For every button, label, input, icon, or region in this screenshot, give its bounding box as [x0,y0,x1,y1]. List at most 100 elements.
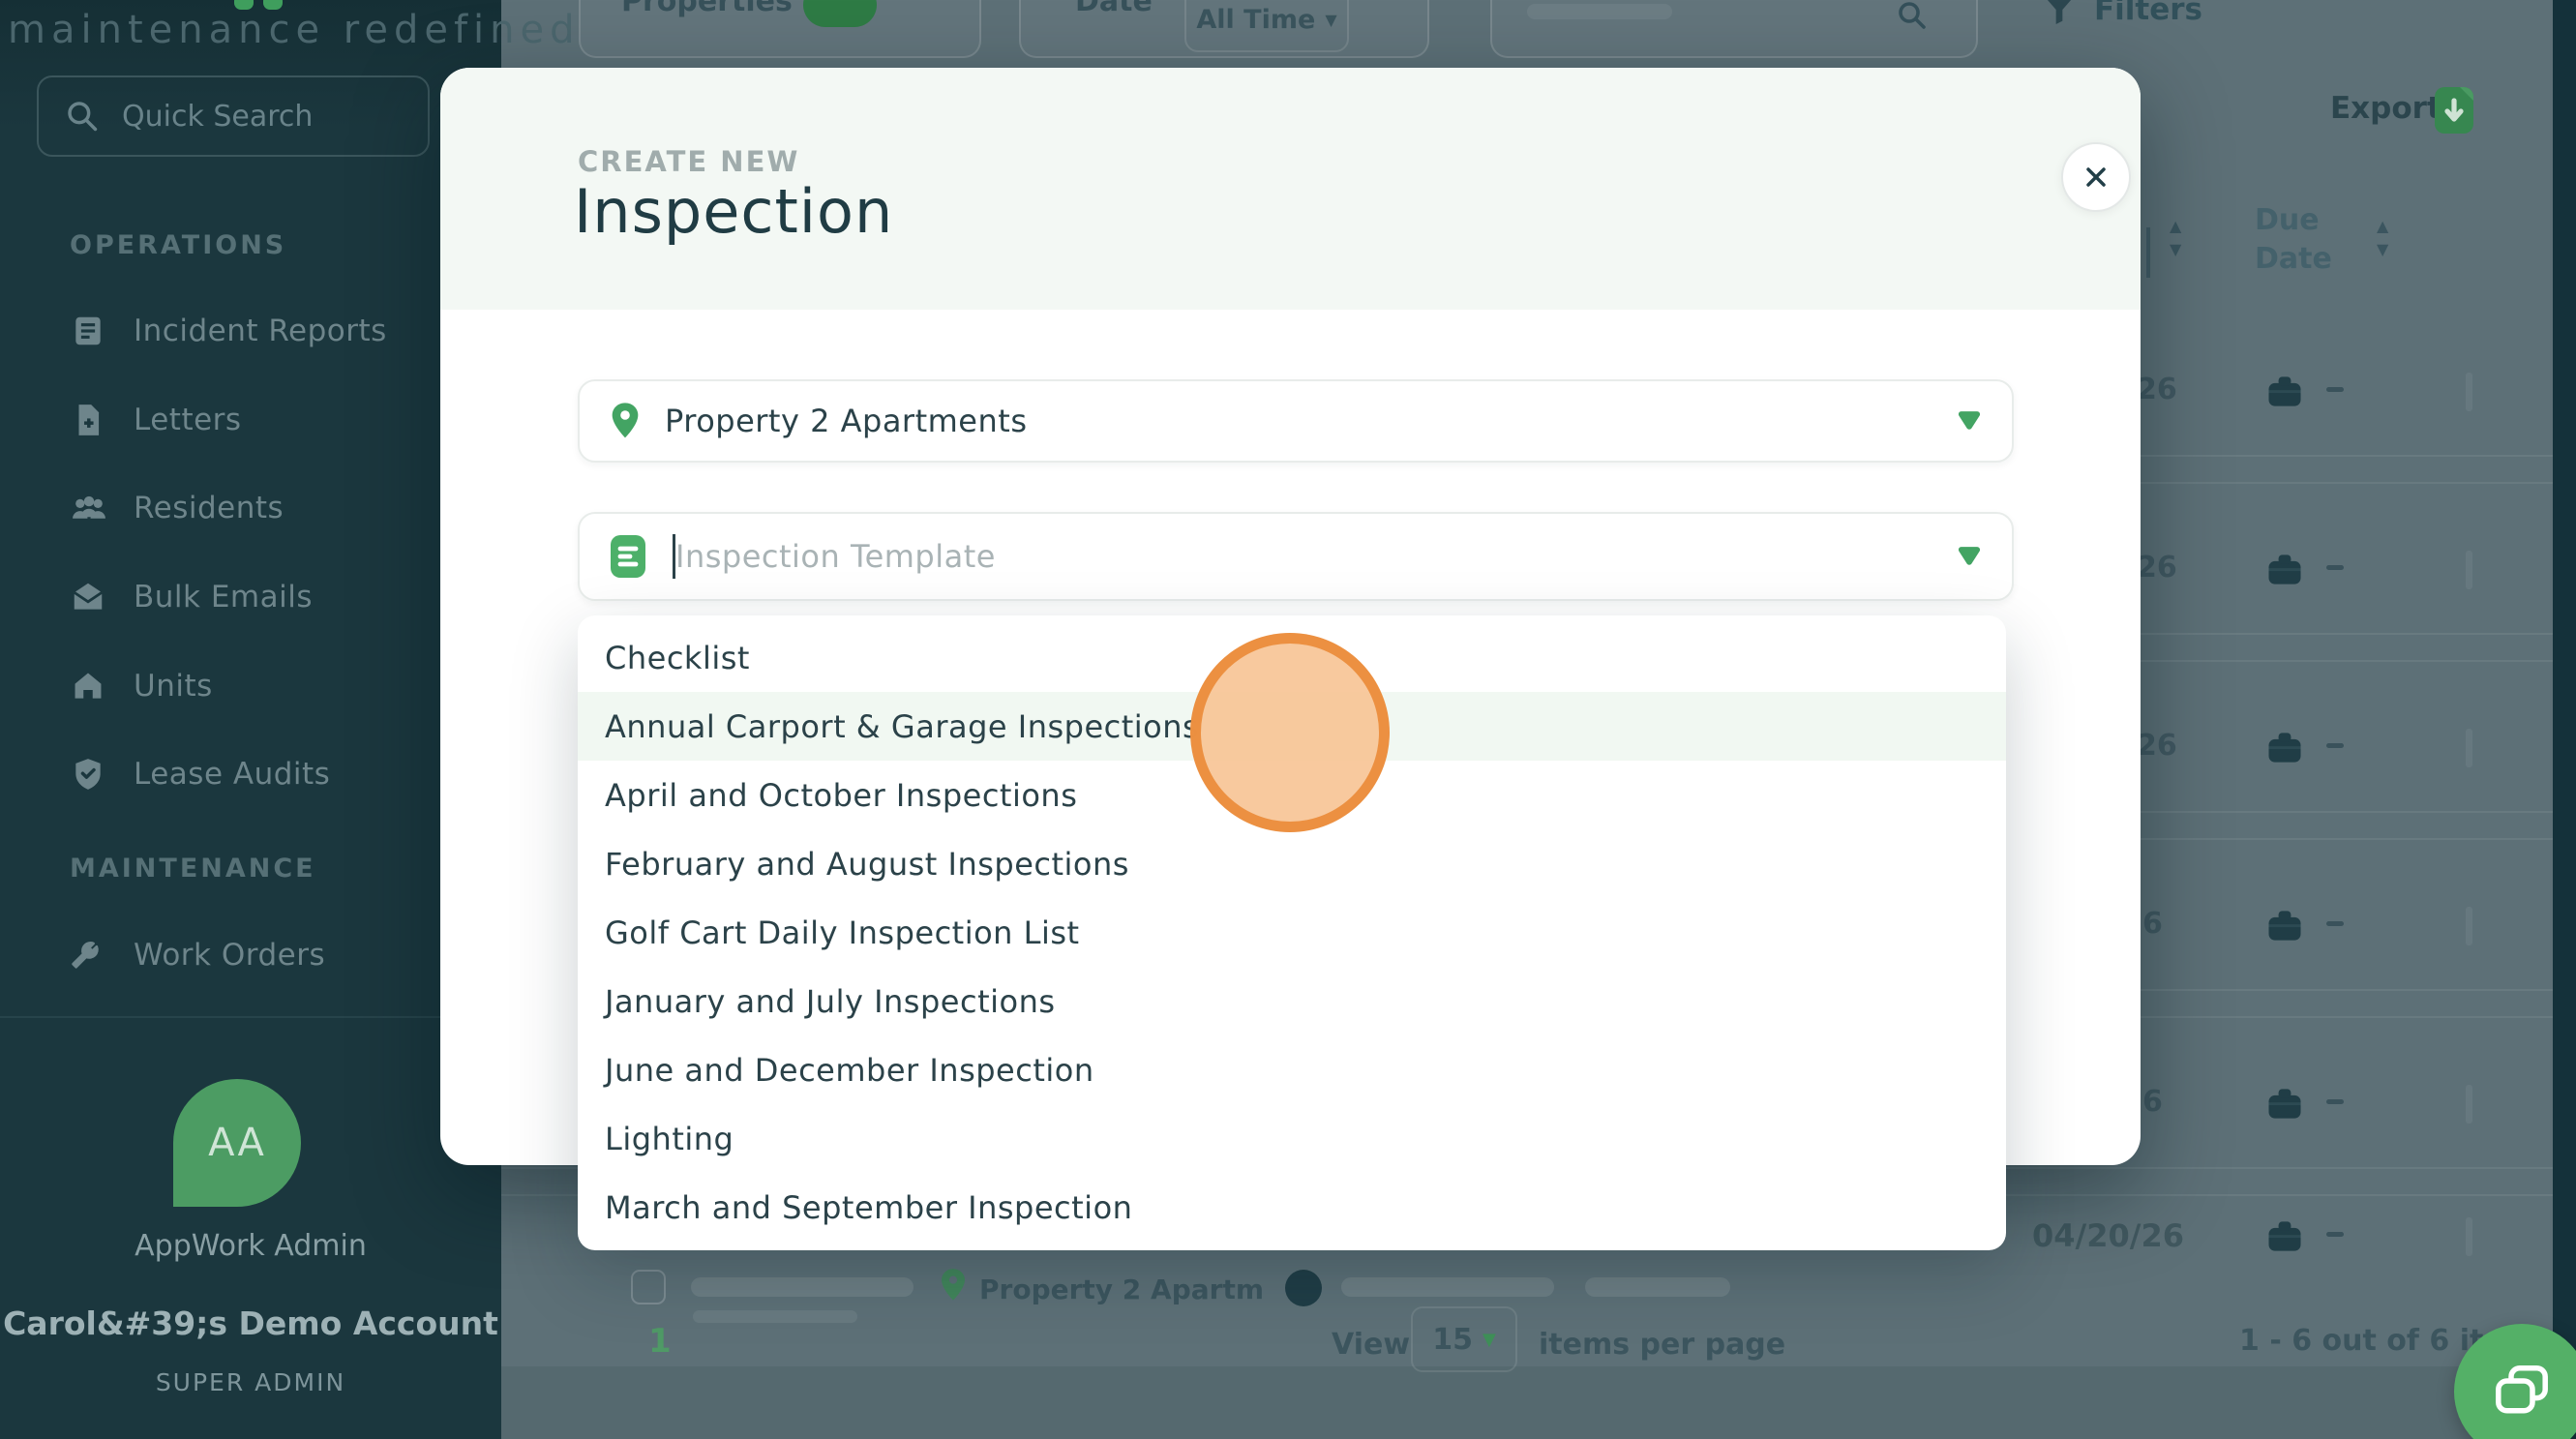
dropdown-option[interactable]: April and October Inspections [605,776,1078,814]
dropdown-option[interactable]: Lighting [605,1120,734,1157]
dropdown-caret-icon [1956,545,1983,568]
sort-arrows-hidden-column[interactable]: ▲ ▼ [2170,217,2182,258]
row-checkbox[interactable] [631,1270,666,1304]
modal-title: Inspection [574,176,894,247]
sort-arrows-due-date[interactable]: ▲ ▼ [2377,217,2389,258]
export-file-icon[interactable] [2433,85,2475,135]
dropdown-caret-icon [1956,409,1983,433]
sidebar-item-lease-audits[interactable]: Lease Audits [0,751,501,797]
page-size-value: 15 [1432,1322,1473,1357]
chevron-down-icon: ▼ [1482,1329,1496,1350]
dropdown-option[interactable]: February and August Inspections [605,845,1129,883]
briefcase-icon [2268,733,2301,763]
people-icon [70,489,108,527]
briefcase-icon [2268,376,2301,406]
row-property: Property 2 Apartm [979,1274,1264,1305]
dropdown-option[interactable]: Golf Cart Daily Inspection List [605,914,1080,951]
click-indicator-circle [1190,633,1390,832]
sidebar: maintenance redefined Quick Search OPERA… [0,0,581,1439]
empty-assignee-dash [2326,565,2344,570]
close-button[interactable] [2061,142,2131,212]
table-search-input[interactable] [1490,0,1978,58]
empty-assignee-dash [2326,921,2344,926]
row-date-fragment: 26 [2137,729,2177,763]
quick-search-input[interactable]: Quick Search [37,75,430,157]
dropdown-option[interactable]: June and December Inspection [605,1051,1094,1089]
export-button-label[interactable]: Export [2330,91,2441,126]
footer-band [501,1366,2553,1439]
properties-filter[interactable] [579,0,981,58]
inspection-template-input[interactable]: Inspection Template [578,512,2014,601]
row-action-fragment [2466,907,2472,945]
row-action-fragment [2466,1217,2472,1256]
shield-check-icon [70,755,108,794]
wrench-icon [70,936,108,974]
sidebar-item-bulk-emails[interactable]: Bulk Emails [0,574,501,620]
search-icon [1899,2,1926,29]
right-edge-strip [2553,0,2576,1439]
profile-name: AppWork Admin [135,1229,367,1263]
empty-assignee-dash [2326,387,2344,392]
properties-count-badge [803,0,877,27]
results-range-label: 1 - 6 out of 6 it [2239,1324,2484,1358]
row-avatar [1285,1270,1322,1306]
row-date-fragment: 6 [2142,1085,2163,1119]
sidebar-item-work-orders[interactable]: Work Orders [0,932,501,978]
row-date-fragment: 6 [2142,907,2163,941]
sidebar-item-incident-reports[interactable]: Incident Reports [0,308,501,354]
nav-section-operations: OPERATIONS [70,230,287,260]
briefcase-icon [2268,1089,2301,1119]
brand-tagline: maintenance redefined [8,8,581,52]
template-list-icon [611,535,645,578]
dropdown-option[interactable]: Checklist [605,639,750,676]
search-placeholder-fragment [1527,4,1672,19]
empty-assignee-dash [2326,743,2344,748]
logo-fragment [234,0,254,10]
row-action-fragment [2466,729,2472,767]
sidebar-item-letters[interactable]: Letters [0,397,501,443]
date-range-value: All Time [1196,4,1316,35]
date-filter-label: Date [1075,0,1153,18]
avatar[interactable]: AA [173,1079,301,1207]
row-status-fragment [1585,1277,1730,1297]
modal-eyebrow: CREATE NEW [578,145,800,178]
page-size-select[interactable]: 15 ▼ [1411,1306,1517,1372]
create-inspection-modal: CREATE NEW Inspection Property 2 Apartme… [440,68,2141,1250]
profile-role-badge: SUPER ADMIN [155,1368,346,1396]
location-pin-icon [942,1269,965,1301]
sidebar-item-units[interactable]: Units [0,663,501,709]
view-label: View [1332,1328,1411,1362]
property-select[interactable]: Property 2 Apartments [578,379,2014,463]
date-filter[interactable] [1019,0,1429,58]
page-number[interactable]: 1 [648,1322,672,1361]
row-subtext-fragment [693,1310,857,1323]
due-date-header-line1: Due [2255,203,2320,237]
report-icon [70,312,108,350]
row-date-fragment: 26 [2137,551,2177,585]
modal-header [440,68,2141,310]
row-title-fragment [691,1277,914,1297]
profile-account: Carol&#39;s Demo Account [3,1304,498,1342]
empty-assignee-dash [2326,1232,2344,1237]
row-due-date: 04/20/26 [2032,1217,2184,1254]
template-input-placeholder: Inspection Template [675,538,996,575]
sidebar-item-residents[interactable]: Residents [0,485,501,531]
empty-assignee-dash [2326,1099,2344,1104]
row-action-fragment [2466,373,2472,411]
chat-button[interactable] [2454,1324,2576,1439]
filter-funnel-icon[interactable] [2040,0,2079,29]
date-range-select[interactable]: All Time ▼ [1184,0,1349,52]
dropdown-option[interactable]: March and September Inspection [605,1188,1133,1226]
filters-label[interactable]: Filters [2094,0,2203,27]
search-icon [68,102,98,132]
row-action-fragment [2466,1085,2472,1124]
chat-bubbles-icon [2496,1365,2548,1414]
hidden-column-fragment [2146,227,2150,278]
avatar-initials: AA [208,1121,266,1165]
chevron-down-icon: ▼ [1325,10,1337,29]
location-pin-icon [612,403,639,438]
briefcase-icon [2268,555,2301,585]
dropdown-option[interactable]: January and July Inspections [605,982,1056,1020]
file-plus-icon [70,401,108,439]
